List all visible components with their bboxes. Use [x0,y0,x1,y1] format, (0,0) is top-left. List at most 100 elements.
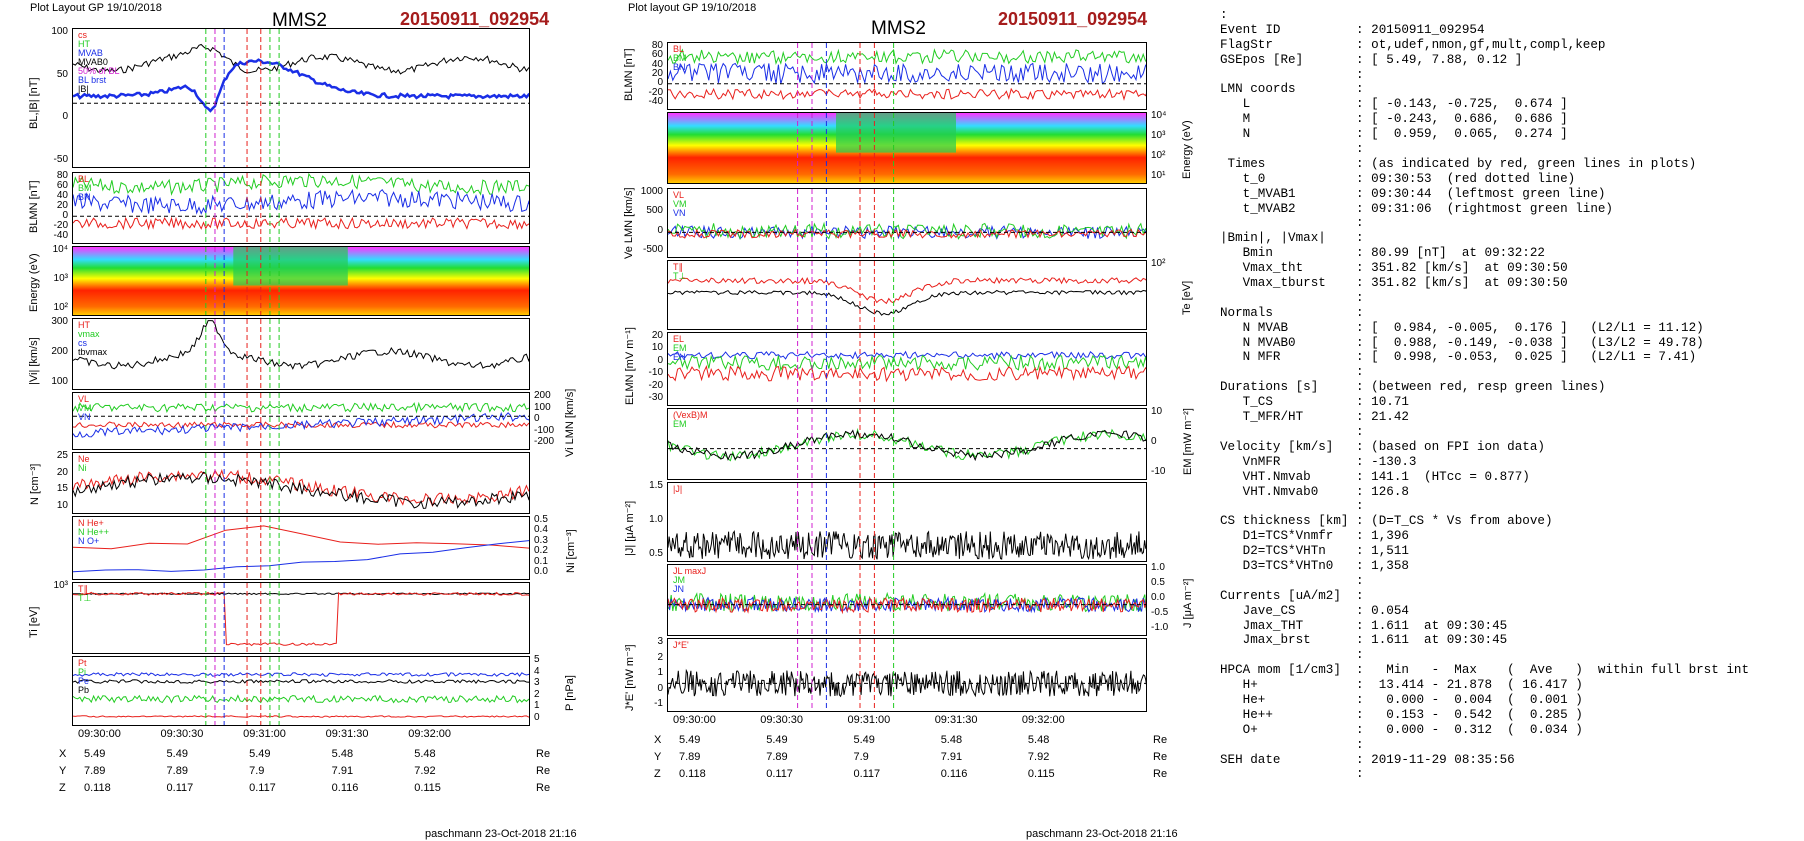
info-line: Velocity [km/s] : (based on FPI ion data… [1220,439,1545,454]
legend-entry: Pi [78,667,87,677]
coord-value: 5.49 [249,748,271,760]
y-tick-label: -30 [648,392,663,403]
series-line [668,595,1146,614]
legend-entry: T⊥ [78,593,92,603]
coord-value: 5.49 [166,748,188,760]
series-line [73,694,529,704]
y-tick-label: -40 [648,96,663,107]
info-line: : [1220,737,1364,752]
legend-entry: EM [673,419,687,429]
coord-value: 7.92 [414,765,436,777]
coord-value: 0.115 [1027,768,1055,780]
info-line: Vmax_tht : 351.82 [km/s] at 09:30:50 [1220,261,1568,276]
y-tick-label: 100 [51,26,68,37]
panel-plot [668,483,1146,561]
series-line [73,43,529,75]
coord-value: 7.9 [249,765,265,777]
coord-value: 7.91 [331,765,354,777]
info-line: |Bmin|, |Vmax| : [1220,231,1364,246]
info-line: : [1220,67,1364,82]
y-tick-label: 20 [56,200,68,211]
y-axis-label: BL,|B| [nT] [28,77,40,129]
coord-label: X [654,734,662,746]
panel-plot [73,583,529,653]
legend-entry: EM [673,343,687,353]
spacecraft-title: MMS2 [272,10,327,31]
info-line: Jmax_THT : 1.611 at 09:30:45 [1220,618,1508,633]
y-tick-label: 1000 [640,186,663,197]
y-tick-label: -20 [53,220,68,231]
y-tick-label: 4 [534,665,540,677]
panel-5 [667,332,1147,406]
coord-value: 7.91 [940,751,963,763]
y-tick-label: 20 [651,330,663,341]
y-tick-label: 0 [657,224,663,236]
legend-entry: BL brst [78,75,107,85]
coord-unit: Re [1153,751,1168,763]
series-line [73,216,529,231]
legend-entry: N He++ [78,527,110,537]
info-line: : [1220,216,1364,231]
series-line [668,596,1146,615]
coord-value: 0.116 [940,768,968,780]
series-line [668,87,1146,101]
coord-label: Z [654,768,661,780]
y-tick-label: 0 [657,682,663,694]
y-tick-label: 80 [56,170,68,181]
y-tick-label: 3 [657,636,663,647]
legend-entry: VN [78,412,91,422]
panel-plot [73,453,529,513]
info-line: : [1220,648,1364,663]
spectrogram-feature [836,113,956,153]
info-line: He+ : 0.000 - 0.004 ( 0.001 ) [1220,692,1583,707]
legend-entry: BM [78,183,92,193]
info-line: Normals : [1220,305,1364,320]
y-tick-label: -0.5 [1151,607,1169,618]
info-line: Times : (as indicated by red, green line… [1220,156,1697,171]
legend-entry: T∥ [78,584,88,594]
legend-entry: |B| [78,84,89,94]
info-line: : [1220,499,1364,514]
coord-value: 0.117 [166,782,194,794]
series-line [668,221,1146,241]
y-axis-label: P [nPa] [564,674,576,711]
info-line: FlagStr : ot,udef,nmon,gf,mult,compl,kee… [1220,37,1606,52]
y-tick-label: 0.3 [534,534,548,546]
legend-entry: EL [673,334,685,344]
x-tick-label: 09:31:30 [325,728,369,740]
y-tick-label: -20 [648,86,663,98]
x-tick-label: 09:31:00 [847,714,891,726]
series-line [73,173,529,196]
y-tick-label: -200 [534,436,555,447]
legend-entry: MVAB [78,48,103,58]
x-tick-label: 09:32:00 [1021,714,1065,726]
panel-5 [72,392,530,450]
info-line: VnMFR : -130.3 [1220,454,1417,469]
info-line: Vmax_tburst : 351.82 [km/s] at 09:30:50 [1220,276,1568,291]
left-plot: Plot Layout GP 19/10/2018 MMS2 20150911_… [0,0,620,841]
legend-entry: EN [673,352,686,362]
legend-entry: JN [673,584,684,594]
y-tick-label: 10 [56,500,68,511]
y-axis-label: J [μA m⁻²] [1182,578,1194,628]
y-tick-label: 15 [56,483,68,495]
y-tick-label: 10⁴ [1151,110,1167,121]
info-line: O+ : 0.000 - 0.312 ( 0.034 ) [1220,722,1583,737]
series-line [73,420,529,429]
info-line: VHT.Nmvab0 : 126.8 [1220,484,1409,499]
info-line: Currents [uA/m2] : [1220,588,1364,603]
info-line: Jmax_brst : 1.611 at 09:30:45 [1220,633,1508,648]
info-line: : [1220,573,1364,588]
y-tick-label: -10 [1151,466,1166,477]
coord-unit: Re [536,782,551,794]
series-line [668,62,1146,85]
info-line: : [1220,8,1228,22]
coord-label: Z [59,782,66,794]
series-line [668,427,1146,462]
y-tick-label: 300 [51,316,68,327]
series-line [73,591,529,647]
info-line: Durations [s] : (between red, resp green… [1220,380,1606,395]
legend-entry: Ne [78,454,90,464]
info-line: SEH date : 2019-11-29 08:35:56 [1220,752,1515,767]
coord-value: 0.117 [249,782,276,794]
